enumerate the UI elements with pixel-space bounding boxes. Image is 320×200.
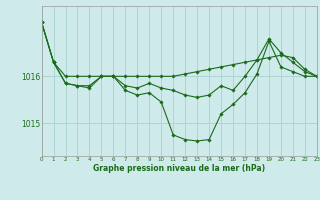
X-axis label: Graphe pression niveau de la mer (hPa): Graphe pression niveau de la mer (hPa) <box>93 164 265 173</box>
